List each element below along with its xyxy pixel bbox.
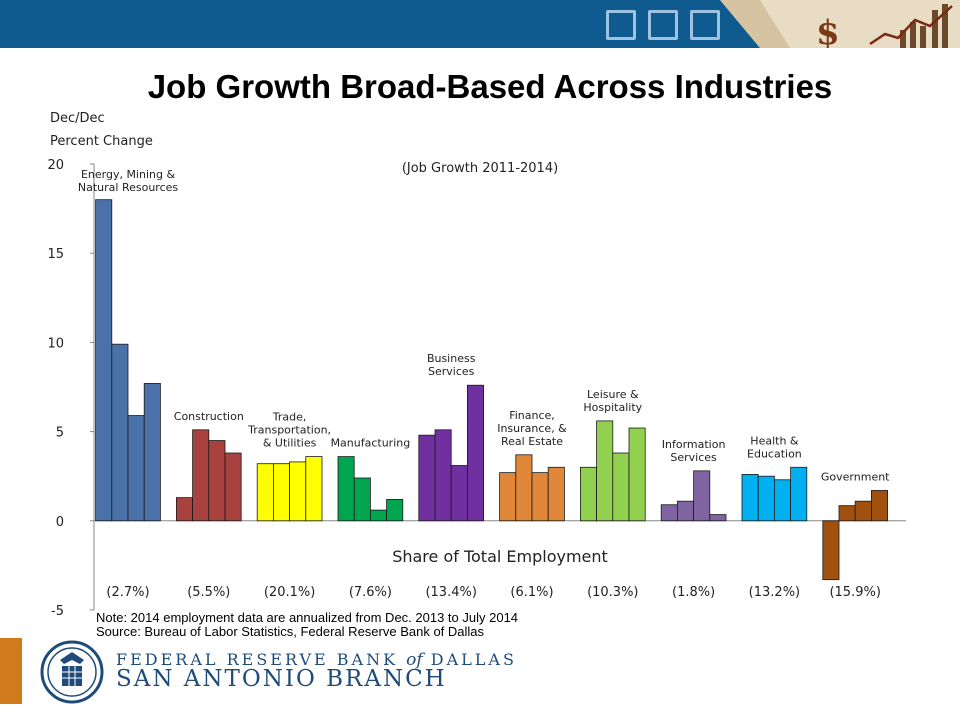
bar: [757, 475, 775, 522]
bar: [677, 500, 695, 522]
industry-label: Manufacturing: [331, 437, 411, 450]
bar: [95, 199, 113, 522]
bar: [547, 466, 565, 522]
bar: [741, 474, 759, 522]
bar: [192, 429, 210, 522]
bar: [369, 509, 387, 522]
bar-chart: Dec/Dec Percent Change (Job Growth 2011-…: [47, 111, 906, 619]
bar: [450, 465, 468, 522]
y-tick-label: 5: [56, 426, 64, 441]
industry-label: Finance, Insurance, & Real Estate: [497, 409, 567, 448]
y-axis-title-line1: Dec/Dec: [50, 111, 105, 126]
bar: [289, 461, 307, 522]
bank-name-part1: FEDERAL RESERVE BANK: [116, 650, 399, 669]
employment-share-label: (10.3%): [587, 585, 638, 600]
y-axis-title: Dec/Dec Percent Change: [50, 111, 153, 149]
finance-graphic-decoration: $: [720, 0, 960, 48]
bar: [531, 472, 549, 522]
bar: [386, 498, 404, 522]
bar: [175, 497, 193, 522]
svg-text:$: $: [816, 13, 840, 48]
employment-share-label: (13.4%): [425, 585, 476, 600]
bar: [418, 434, 436, 522]
bar: [224, 452, 242, 522]
employment-share-labels: (2.7%) (5.5%) (20.1%) (7.6%) (13.4%) (6.1%) (1…: [106, 585, 881, 600]
industry-label: Business Services: [427, 352, 476, 378]
bar: [854, 500, 872, 522]
slide-title: Job Growth Broad-Based Across Industries: [147, 68, 833, 105]
header-square-decoration: [690, 10, 720, 40]
y-axis-ticks: -5 0 5 10 15 20: [47, 158, 94, 619]
bar: [580, 466, 598, 522]
bar: [838, 505, 856, 522]
industry-labels: Energy, Mining & Natural Resources Constru…: [78, 168, 890, 483]
employment-share-label: (13.2%): [749, 585, 800, 600]
bar: [612, 452, 630, 522]
industry-label: Leisure & Hospitality: [583, 388, 642, 414]
bar: [434, 429, 452, 522]
bar: [111, 343, 129, 522]
y-tick-label: -5: [51, 604, 64, 619]
industry-label: Energy, Mining & Natural Resources: [78, 168, 179, 194]
employment-share-label: (7.6%): [349, 585, 392, 600]
x-axis-title: Share of Total Employment: [392, 547, 608, 566]
header-square-decoration: [606, 10, 636, 40]
y-tick-label: 20: [47, 158, 64, 173]
accent-strip: [0, 638, 22, 704]
industry-label: Government: [821, 470, 890, 483]
employment-share-label: (2.7%): [106, 585, 149, 600]
bar-series: [95, 199, 889, 581]
bar: [515, 454, 533, 522]
bar: [709, 514, 727, 522]
bar: [628, 427, 646, 522]
y-axis-title-line2: Percent Change: [50, 134, 153, 149]
employment-share-label: (1.8%): [672, 585, 715, 600]
bar: [143, 383, 161, 522]
bar: [208, 440, 226, 522]
header-band: $: [0, 0, 960, 48]
y-tick-label: 15: [47, 247, 64, 262]
y-tick-label: 10: [47, 336, 64, 351]
industry-label: Construction: [174, 410, 244, 423]
y-tick-label: 0: [56, 515, 64, 530]
header-square-decoration: [648, 10, 678, 40]
chart-subtitle: (Job Growth 2011-2014): [402, 161, 558, 176]
employment-share-label: (20.1%): [264, 585, 315, 600]
branch-name: SAN ANTONIO BRANCH: [116, 666, 447, 692]
bank-name: FEDERAL RESERVE BANK of DALLAS: [116, 650, 517, 670]
bar: [499, 472, 517, 522]
bar: [466, 384, 484, 522]
bar: [256, 463, 274, 522]
bank-name-of: of: [406, 650, 423, 670]
employment-share-label: (5.5%): [187, 585, 230, 600]
employment-share-label: (6.1%): [510, 585, 553, 600]
chart-source: Source: Bureau of Labor Statistics, Fede…: [96, 624, 485, 639]
bank-name-part2: DALLAS: [430, 650, 517, 669]
bar: [337, 456, 355, 522]
industry-label: Information Services: [662, 438, 726, 464]
bar: [790, 466, 808, 522]
bar: [822, 520, 840, 581]
bar: [774, 479, 792, 522]
bar: [127, 415, 145, 522]
bar: [871, 490, 889, 522]
industry-label: Trade, Transportation, & Utilities: [247, 411, 331, 450]
bar: [353, 477, 371, 522]
employment-share-label: (15.9%): [829, 585, 880, 600]
chart-note: Note: 2014 employment data are annualize…: [96, 610, 519, 625]
bar: [596, 420, 614, 522]
bar: [305, 456, 323, 522]
bar: [660, 504, 678, 522]
bar: [272, 463, 290, 522]
federal-reserve-seal-icon: [40, 640, 104, 704]
industry-label: Health & Education: [747, 434, 802, 460]
bar: [693, 470, 711, 522]
